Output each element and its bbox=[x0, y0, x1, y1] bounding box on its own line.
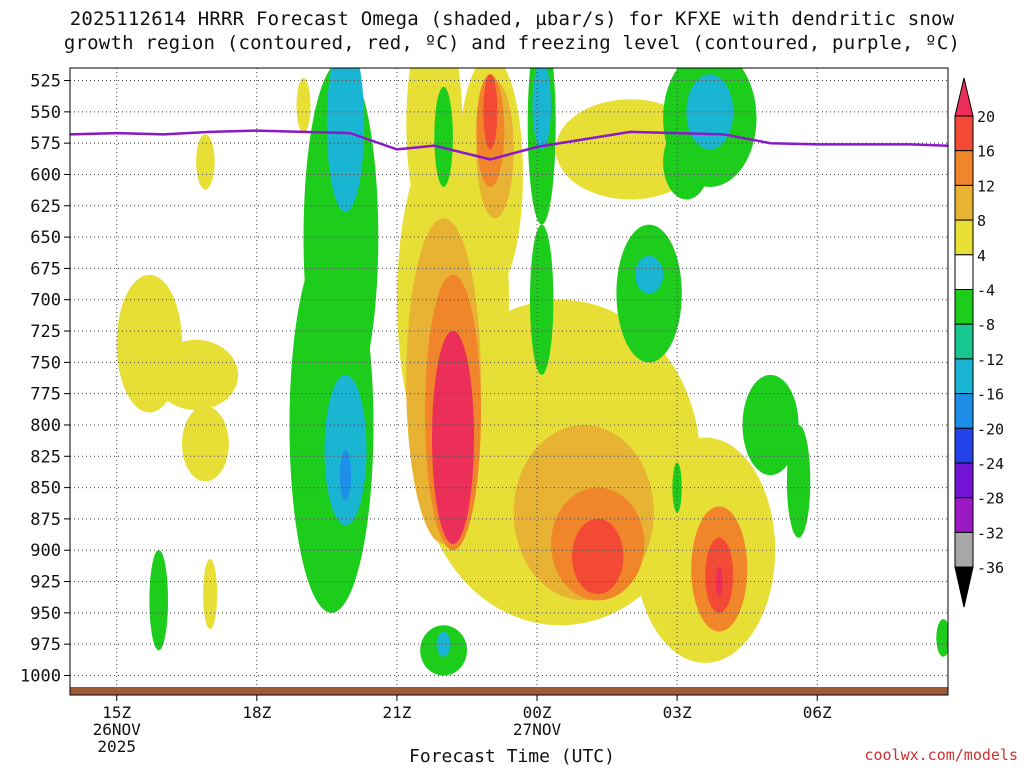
omega-region-31 bbox=[532, 68, 551, 150]
y-tick-label-725: 725 bbox=[30, 322, 61, 342]
omega-region-39 bbox=[339, 450, 352, 501]
colorbar-segment-3 bbox=[954, 184, 974, 221]
colorbar-segment-13 bbox=[954, 531, 974, 568]
colorbar-label--12: -12 bbox=[977, 351, 1004, 369]
colorbar-segment-11 bbox=[954, 462, 974, 499]
colorbar-label--8: -8 bbox=[977, 316, 995, 334]
omega-region-43 bbox=[432, 331, 474, 544]
omega-region-23 bbox=[786, 424, 811, 538]
y-tick-label-575: 575 bbox=[30, 134, 61, 154]
y-tick-label-650: 650 bbox=[30, 228, 61, 248]
omega-region-5 bbox=[203, 559, 218, 630]
colorbar-segment-5 bbox=[954, 254, 974, 291]
colorbar-segment-6 bbox=[954, 289, 974, 325]
y-tick-label-1000: 1000 bbox=[20, 666, 61, 686]
colorbar-label--16: -16 bbox=[977, 386, 1004, 404]
y-tick-label-800: 800 bbox=[30, 416, 61, 436]
y-tick-label-600: 600 bbox=[30, 165, 61, 185]
x-tick-label-06Z-0: 06Z bbox=[803, 703, 832, 722]
omega-region-41 bbox=[572, 518, 624, 595]
colorbar-bottom-arrow bbox=[954, 566, 974, 608]
colorbar-label--20: -20 bbox=[977, 420, 1004, 438]
y-tick-label-525: 525 bbox=[30, 72, 61, 92]
omega-region-1 bbox=[154, 339, 239, 410]
omega-region-33 bbox=[635, 255, 664, 294]
omega-region-34 bbox=[436, 631, 451, 657]
colorbar-segment-7 bbox=[954, 323, 974, 360]
freezing-level-contour bbox=[70, 129, 948, 161]
colorbar-label-4: 4 bbox=[977, 247, 986, 265]
y-tick-label-675: 675 bbox=[30, 259, 61, 279]
colorbar-label-12: 12 bbox=[977, 177, 995, 195]
grid-lines bbox=[70, 68, 948, 688]
y-axis: 525 550 575 600 625 650 675 700 725 750 775 800 825 8… bbox=[20, 72, 70, 686]
omega-region-30 bbox=[324, 374, 367, 526]
chart-title-line-2: growth region (contoured, red, ºC) and f… bbox=[63, 32, 961, 54]
y-tick-label-825: 825 bbox=[30, 447, 61, 467]
omega-region-17 bbox=[434, 86, 453, 187]
x-tick-label-15Z-1: 26NOV bbox=[93, 720, 142, 739]
y-tick-label-900: 900 bbox=[30, 541, 61, 561]
colorbar-label-20: 20 bbox=[977, 108, 995, 126]
colorbar-segment-1 bbox=[954, 115, 974, 152]
y-tick-label-950: 950 bbox=[30, 604, 61, 624]
colorbar-label-16: 16 bbox=[977, 143, 995, 161]
colorbar-label-8: 8 bbox=[977, 212, 986, 230]
chart-title-line-1: 2025112614 HRRR Forecast Omega (shaded, … bbox=[69, 8, 955, 30]
omega-region-16 bbox=[530, 224, 554, 375]
omega-region-2 bbox=[182, 406, 229, 482]
colorbar-segment-4 bbox=[954, 219, 974, 256]
colorbar-label--28: -28 bbox=[977, 490, 1004, 508]
colorbar: 20 16 12 8 4 -4 -8 -12 -16 -20 -24 -28 -32 -36 bbox=[954, 77, 1004, 608]
colorbar-segment-2 bbox=[954, 150, 974, 186]
x-tick-label-15Z-2: 2025 bbox=[97, 737, 136, 756]
omega-region-10 bbox=[406, 68, 463, 238]
colorbar-segment-9 bbox=[954, 393, 974, 429]
y-tick-label-625: 625 bbox=[30, 197, 61, 217]
y-tick-label-925: 925 bbox=[30, 573, 61, 593]
omega-shading bbox=[116, 68, 948, 676]
omega-region-25 bbox=[936, 619, 948, 657]
x-tick-label-03Z-0: 03Z bbox=[663, 703, 692, 722]
plot-frame bbox=[69, 67, 949, 696]
colorbar-segment-8 bbox=[954, 358, 974, 395]
watermark: coolwx.com/models bbox=[864, 746, 1018, 764]
omega-region-4 bbox=[296, 78, 311, 134]
omega-region-32 bbox=[686, 74, 734, 150]
freezing-level-line bbox=[70, 129, 948, 161]
y-tick-label-700: 700 bbox=[30, 291, 61, 311]
colorbar-label--32: -32 bbox=[977, 524, 1004, 542]
x-tick-label-00Z-0: 00Z bbox=[523, 703, 552, 722]
y-tick-label-975: 975 bbox=[30, 635, 61, 655]
ground-surface-bar bbox=[70, 687, 948, 695]
omega-region-24 bbox=[672, 462, 682, 513]
y-tick-label-875: 875 bbox=[30, 510, 61, 530]
y-tick-label-850: 850 bbox=[30, 479, 61, 499]
x-tick-label-18Z-0: 18Z bbox=[242, 703, 271, 722]
colorbar-segment-10 bbox=[954, 427, 974, 464]
colorbar-label--36: -36 bbox=[977, 559, 1004, 577]
x-tick-label-21Z-0: 21Z bbox=[382, 703, 411, 722]
x-tick-label-15Z-0: 15Z bbox=[102, 703, 131, 722]
y-tick-label-775: 775 bbox=[30, 385, 61, 405]
omega-region-6 bbox=[149, 550, 168, 651]
colorbar-segment-12 bbox=[954, 497, 974, 533]
colorbar-top-arrow bbox=[954, 77, 974, 117]
colorbar-label--24: -24 bbox=[977, 455, 1004, 473]
y-tick-label-550: 550 bbox=[30, 103, 61, 123]
colorbar-label--4: -4 bbox=[977, 282, 995, 300]
y-tick-label-750: 750 bbox=[30, 353, 61, 373]
x-tick-label-00Z-1: 27NOV bbox=[513, 720, 562, 739]
omega-region-29 bbox=[326, 68, 365, 213]
x-axis-label: Forecast Time (UTC) bbox=[409, 746, 615, 767]
omega-region-44 bbox=[715, 566, 723, 597]
omega-region-3 bbox=[196, 134, 215, 190]
